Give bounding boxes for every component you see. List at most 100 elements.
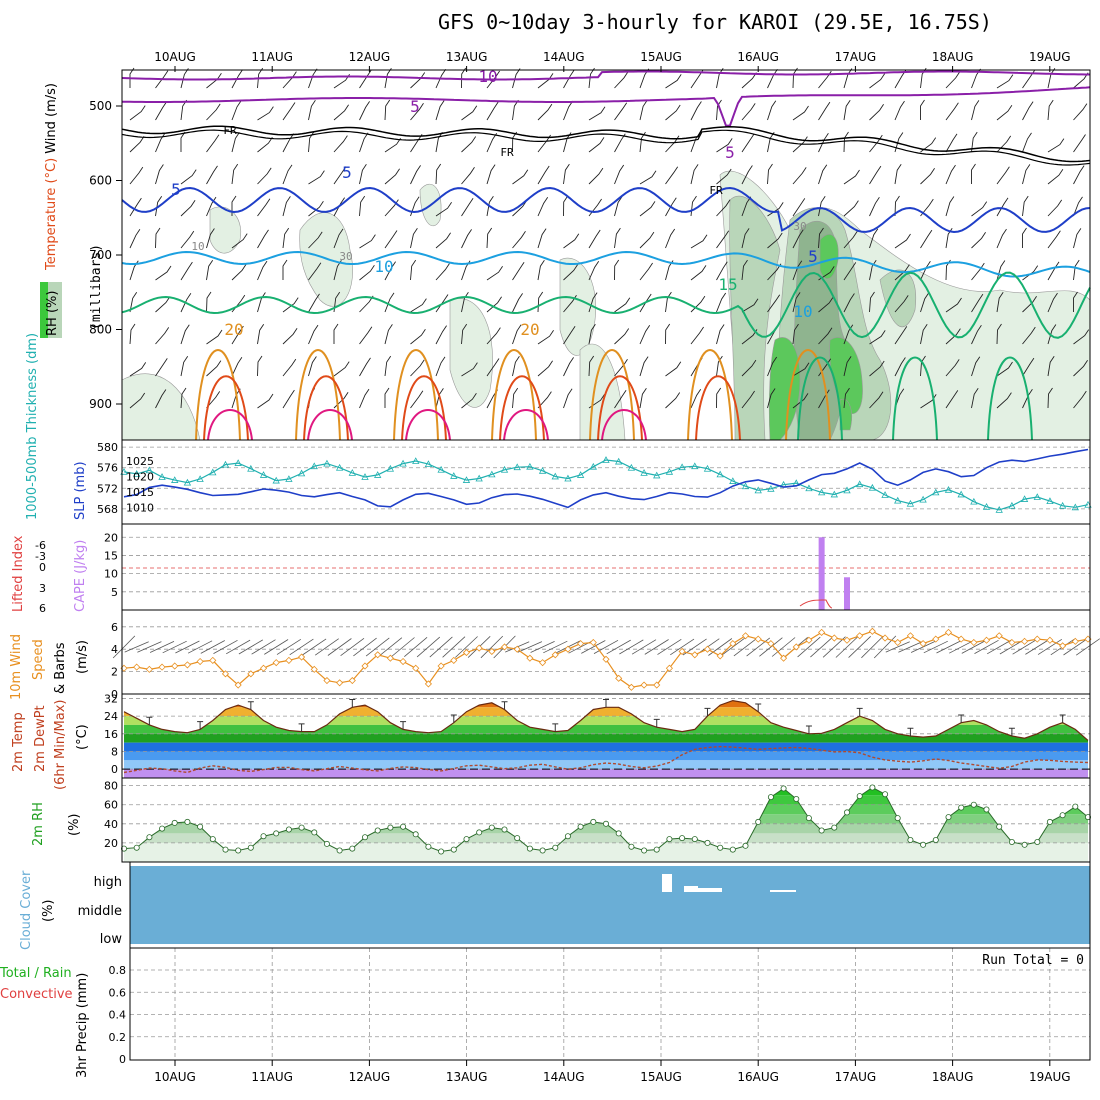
wind-barb <box>996 228 1007 249</box>
rh-point <box>374 827 381 834</box>
wind-barb <box>180 387 187 409</box>
rh-point <box>1072 803 1079 810</box>
wind-barb <box>537 165 550 185</box>
ylabel-thickness: 1000-500mb Thickness (dm) <box>25 333 40 520</box>
wind-barb <box>1073 291 1078 312</box>
rh-point <box>438 848 445 855</box>
temp-band <box>122 681 1090 699</box>
wind-barb <box>588 229 601 249</box>
rh-point <box>526 845 533 852</box>
thickness-point <box>615 457 623 465</box>
wind-barb <box>112 635 136 659</box>
date-label-bottom: 14AUG <box>543 1070 585 1084</box>
rh-point <box>679 835 686 842</box>
rh-point <box>171 819 178 826</box>
wind-barb <box>716 324 725 345</box>
y-tick-label: 600 <box>89 174 112 188</box>
cloud-fill <box>130 866 1090 944</box>
temp-contour-25-bump <box>695 375 741 441</box>
wind-barb <box>384 324 393 345</box>
wind-barb <box>936 640 961 654</box>
contour-label: 5 <box>725 143 735 162</box>
contour-label: 5 <box>342 163 352 182</box>
rh-point <box>970 801 977 808</box>
wind-speed-point <box>526 654 534 662</box>
minmax-bar <box>501 701 508 710</box>
wind-barb <box>1022 326 1036 345</box>
temp-contour-15-diurnal <box>797 356 1033 441</box>
wind-barb <box>869 134 883 153</box>
wind-barb <box>639 356 649 377</box>
wind-barb <box>971 100 980 121</box>
date-label-bottom: 10AUG <box>154 1070 196 1084</box>
wind-barb <box>1073 165 1085 185</box>
wind-barb <box>435 356 446 377</box>
wind-speed-point <box>298 653 306 661</box>
minmax-bar <box>1059 714 1066 723</box>
temp-contour-15-diurnal-bump <box>892 356 938 441</box>
temp-contour-15 <box>121 271 1091 339</box>
temp-contour-25-bump <box>303 375 349 441</box>
wind-barb <box>974 639 999 654</box>
thickness-point <box>361 473 369 480</box>
wind-barb <box>792 362 810 377</box>
y-tick-label: 24 <box>104 710 118 723</box>
minmax-bar <box>704 707 711 717</box>
upper-air-ylabels: Temperature (°C) Wind (m/s) <box>40 83 62 338</box>
wind-barb <box>1073 196 1083 217</box>
wind-barb <box>129 229 141 249</box>
rh-point <box>336 847 343 854</box>
wind-barb <box>741 259 748 281</box>
wind-barb <box>971 131 978 153</box>
y-tick-label: 1015 <box>126 486 154 499</box>
wind-barb <box>861 635 884 659</box>
rh-point <box>831 824 838 831</box>
minmax-bar <box>197 721 204 730</box>
wind-barb <box>639 293 652 313</box>
wind-barb <box>614 297 631 313</box>
wind-barb <box>665 166 679 185</box>
ylabel-slp: SLP (mb) <box>73 461 88 520</box>
rh-point <box>298 824 305 831</box>
wind-barb <box>1047 292 1058 313</box>
wind-speed-point <box>1021 637 1029 645</box>
wind-barb <box>894 163 902 185</box>
wind-speed-point <box>640 681 648 689</box>
wind-barb <box>461 167 475 185</box>
rh-shade <box>209 206 242 254</box>
wind-barb <box>1047 230 1061 249</box>
wind-barb <box>792 292 801 313</box>
wind-barb <box>639 262 653 281</box>
wind-speed-point <box>386 654 394 662</box>
ylabel-pressure: (millibars) <box>89 244 104 330</box>
wind-speed-point <box>627 683 635 691</box>
wind-barb <box>231 163 239 185</box>
rh-point <box>387 824 394 831</box>
y-tick-label: 0 <box>119 1053 126 1066</box>
wind-barb <box>1073 329 1090 345</box>
thickness-point <box>754 486 762 494</box>
rh-point <box>869 784 876 791</box>
wind-barb <box>206 228 215 249</box>
wind-barb <box>124 641 149 653</box>
wind-barb <box>843 68 853 89</box>
wind-barb <box>308 262 322 281</box>
minmax-bar <box>603 699 609 708</box>
temp-contour-20-bump <box>491 349 537 441</box>
wind-barb <box>391 637 415 657</box>
cape-li-panel <box>121 523 1091 611</box>
wind-barb <box>543 640 568 654</box>
wind-barb <box>410 259 417 281</box>
wind-barb <box>314 638 339 656</box>
wind-barb <box>1022 101 1034 121</box>
wind-barb <box>588 323 596 345</box>
wind-barb <box>1037 638 1063 655</box>
rh-point <box>920 841 927 848</box>
thickness-point <box>564 474 572 482</box>
wind-barb <box>129 392 146 409</box>
wind-speed-point <box>564 645 572 653</box>
wind-barb <box>971 293 984 313</box>
wind-barb <box>1022 164 1031 185</box>
rh-band <box>124 795 1088 805</box>
cape-bar <box>818 537 825 610</box>
